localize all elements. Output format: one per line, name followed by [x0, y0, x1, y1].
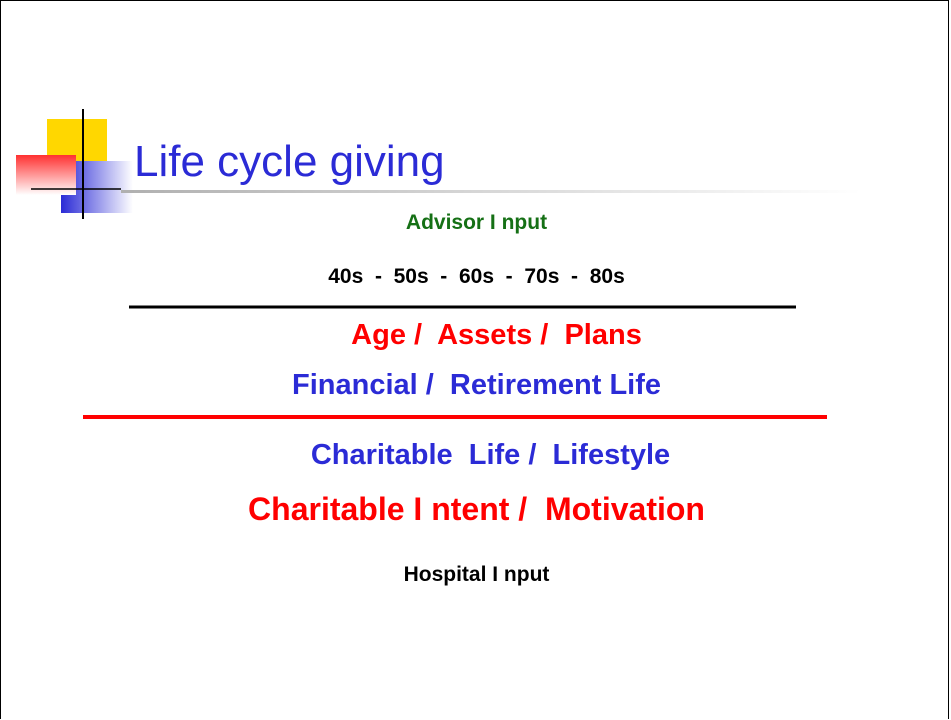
text-line: Charitable Life / Lifestyle — [310, 439, 671, 471]
text-line: Hospital I nput — [403, 563, 550, 586]
text-line: 40s - 50s - 60s - 70s - 80s — [328, 265, 625, 288]
text-line: Financial / Retirement Life — [291, 369, 662, 401]
title-underline — [121, 190, 861, 193]
text-line: Charitable I ntent / Motivation — [248, 491, 705, 527]
text-line: Advisor I nput — [405, 211, 548, 234]
text-line: Age / Assets / Plans — [351, 319, 642, 351]
title: Life cycle giving — [134, 137, 445, 186]
